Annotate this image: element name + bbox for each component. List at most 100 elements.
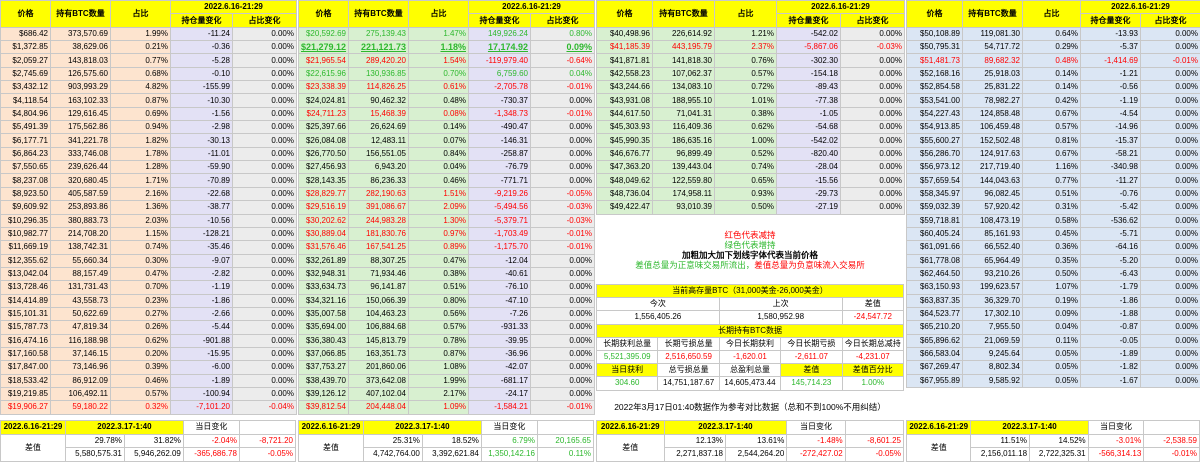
cell-pchg: 0.00% [1141,161,1200,174]
cell-pchg: -0.03% [531,214,595,227]
cell-price: $41,871.81 [597,54,653,67]
cell-price: $45,990.35 [597,134,653,147]
cell-pct: 1.99% [409,374,469,387]
cell-pchg: 0.00% [1141,27,1200,40]
col-date: 2022.6.16-21:29 [777,1,905,14]
cell-chg: -1,703.49 [469,227,531,240]
label-today: 今次 [597,298,720,311]
val-chg: -365,686.78 [183,448,239,462]
cell-price: $58,345.97 [907,187,963,200]
cell-pct: 0.23% [111,294,171,307]
cell-price: $3,432.12 [1,81,51,94]
cell-pct: 0.57% [409,321,469,334]
cell-btc: 150,066.39 [349,294,409,307]
cell-btc: 131,731.43 [51,281,111,294]
cell-btc: 17,302.10 [963,307,1023,320]
cell-chg: -119,979.40 [469,54,531,67]
cell-pchg: 0.00% [531,307,595,320]
cell-btc: 282,190.63 [349,187,409,200]
cell-price: $50,795.31 [907,41,963,54]
cell-pct: 0.07% [409,134,469,147]
cell-btc: 188,955.10 [653,94,715,107]
cell-chg: -154.18 [777,67,841,80]
cell-btc: 175,562.86 [51,121,111,134]
cell-chg: -5.42 [1081,201,1141,214]
cell-btc: 7,955.50 [963,321,1023,334]
cell-pct: 1.21% [715,27,777,40]
cell-chg: -730.37 [469,94,531,107]
cell-btc: 217,719.40 [963,161,1023,174]
cell-chg: -340.98 [1081,161,1141,174]
cell-chg: 149,926.24 [469,27,531,40]
cell-btc: 124,917.63 [963,147,1023,160]
col-pct: 占比 [409,1,469,28]
pct-ref: 14.52% [1030,434,1089,448]
cell-pct: 0.47% [409,254,469,267]
cell-btc: 181,830.76 [349,227,409,240]
cell-price: $11,669.19 [1,241,51,254]
cell-price: $56,973.12 [907,161,963,174]
cell-chg: -5,867.06 [777,41,841,54]
cell-price: $13,042.04 [1,267,51,280]
cell-pchg: 0.00% [233,27,297,40]
cell-pct: 0.35% [1023,254,1081,267]
cell-btc: 88,307.25 [349,254,409,267]
cell-price: $28,143.35 [299,174,349,187]
cell-pchg: 0.00% [531,294,595,307]
col-price: 价格 [1,1,51,28]
cell-price: $21,965.54 [299,54,349,67]
cell-price: $23,338.39 [299,81,349,94]
cell-chg: -5.71 [1081,227,1141,240]
cell-chg: 6,759.60 [469,67,531,80]
cell-pct: 1.82% [111,134,171,147]
cell-price: $28,829.77 [299,187,349,200]
col-btc: 持有BTC数量 [349,1,409,28]
cell-btc: 36,329.70 [963,294,1023,307]
cell-chg: -14.96 [1081,121,1141,134]
header-row: 价格 持有BTC数量 占比 2022.6.16-21:29 [907,1,1200,14]
pct-chg: -1.48% [787,434,845,448]
cell-pct: 1.36% [111,201,171,214]
cell-pchg: 0.00% [841,54,905,67]
cell-pchg: 0.00% [531,361,595,374]
cell-pchg: 0.00% [531,94,595,107]
cell-pchg: -0.64% [531,54,595,67]
lt-header-2: 今日长期获利 [719,337,780,350]
cell-chg: -542.02 [777,27,841,40]
cell-chg: -542.02 [777,134,841,147]
cell-pchg: 0.00% [233,187,297,200]
cell-pchg: 0.00% [1141,347,1200,360]
cell-price: $27,456.93 [299,161,349,174]
cell-btc: 253,893.86 [51,201,111,214]
cell-btc: 145,813.79 [349,334,409,347]
cell-price: $65,210.20 [907,321,963,334]
cell-pct: 2.16% [111,187,171,200]
pct-ref: 13.61% [725,434,786,448]
col-btc: 持有BTC数量 [653,1,715,28]
cell-pchg: 0.00% [233,54,297,67]
cell-chg: -302.30 [777,54,841,67]
cell-pchg: 0.00% [1141,361,1200,374]
sum-header-2: 总盈利总量 [719,364,780,377]
cell-btc: 15,468.39 [349,107,409,120]
summary-table: 当前高存量BTC（31,000美金-26,000美金） 今次 上次 差值 1,5… [596,284,904,391]
cell-btc: 59,180.22 [51,401,111,414]
value-diff: -24,547.72 [842,311,903,324]
cell-chg: -40.61 [469,267,531,280]
summary-panel: 当前高存量BTC（31,000美金-26,000美金） 今次 上次 差值 1,5… [596,284,904,391]
cell-pct: 0.39% [111,361,171,374]
cell-chg: -931.33 [469,321,531,334]
cell-price: $9,609.92 [1,201,51,214]
